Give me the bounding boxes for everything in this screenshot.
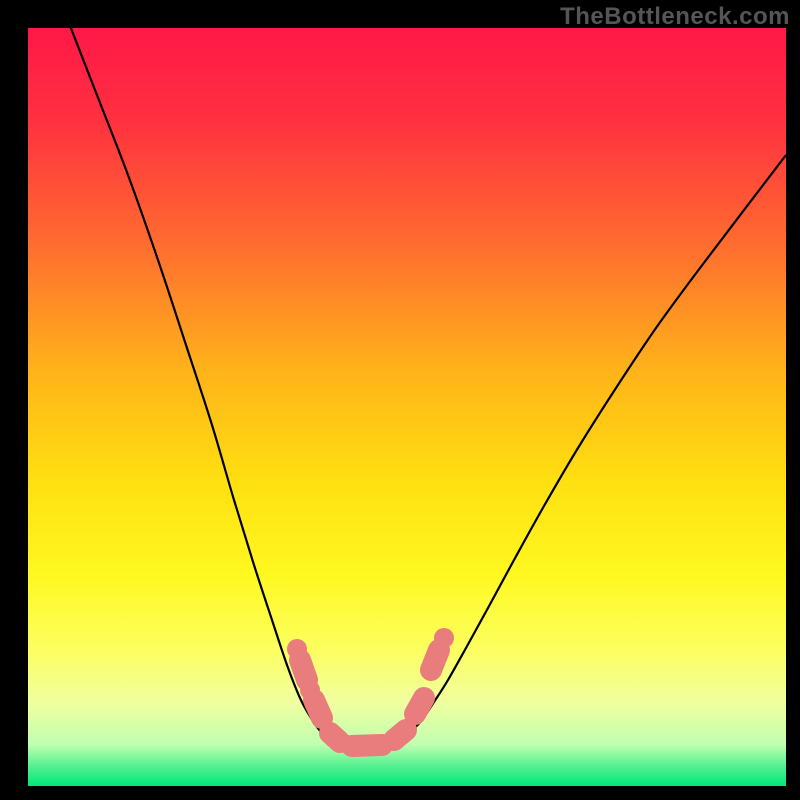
outer-frame: TheBottleneck.com [0, 0, 800, 800]
pink-segment [352, 745, 382, 746]
pink-segment [330, 733, 340, 742]
gradient-background [28, 28, 786, 786]
pink-segment [431, 650, 439, 670]
watermark-label: TheBottleneck.com [560, 3, 790, 31]
pink-segment [300, 660, 307, 680]
chart-canvas [0, 0, 800, 800]
pink-segment [314, 700, 322, 718]
pink-dot [300, 680, 320, 700]
pink-dot [287, 639, 307, 659]
pink-segment [394, 730, 406, 740]
pink-dot [434, 628, 454, 648]
pink-segment [415, 698, 424, 714]
